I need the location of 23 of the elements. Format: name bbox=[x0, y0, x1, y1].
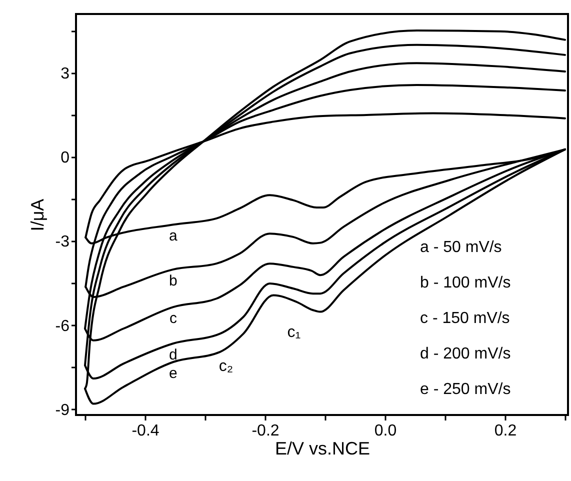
y-axis-title: I/μA bbox=[27, 198, 48, 232]
annotation: c₁ bbox=[287, 324, 301, 341]
annotation: d - 200 mV/s bbox=[420, 346, 511, 362]
annotation: a - 50 mV/s bbox=[420, 239, 502, 256]
annotation: e - 250 mV/s bbox=[420, 381, 511, 398]
y-tick-label: 3 bbox=[60, 65, 70, 82]
series-label: b bbox=[169, 272, 178, 290]
annotation: b - 100 mV/s bbox=[420, 274, 511, 292]
x-tick-label: -0.2 bbox=[252, 422, 280, 440]
x-tick-label: 0.2 bbox=[494, 422, 517, 440]
x-axis-title: E/V vs.NCE bbox=[274, 438, 370, 458]
annotation: c - 150 mV/s bbox=[420, 310, 510, 327]
y-tick-label: 0 bbox=[60, 150, 70, 167]
x-tick-label: 0.0 bbox=[374, 422, 397, 440]
series-label: c bbox=[169, 310, 178, 328]
y-tick-label: -3 bbox=[55, 234, 70, 251]
x-tick-label: -0.4 bbox=[132, 422, 160, 440]
y-tick-label: -9 bbox=[55, 402, 70, 419]
y-tick-label: -6 bbox=[55, 318, 70, 335]
annotation: c₂ bbox=[218, 358, 234, 375]
series-label: d bbox=[169, 346, 178, 364]
series-label: a bbox=[169, 228, 178, 245]
series-label: e bbox=[169, 365, 178, 382]
